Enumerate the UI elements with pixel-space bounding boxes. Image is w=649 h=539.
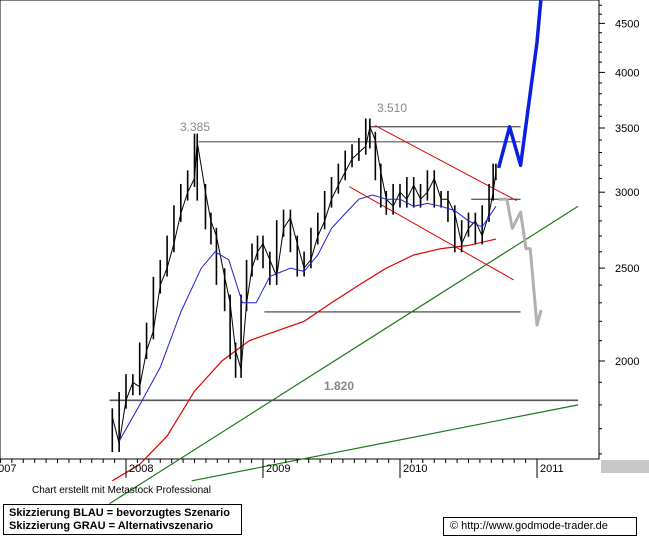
y-tick-label: 2500	[615, 263, 639, 275]
source-link[interactable]: © http://www.godmode-trader.de	[443, 517, 637, 536]
source-url: http://www.godmode-trader.de	[461, 520, 608, 532]
x-tick-label: 2009	[266, 463, 290, 475]
legend-gray: Skizzierung GRAU = Alternativszenario	[9, 520, 214, 532]
moving-average-red	[111, 238, 497, 482]
y-tick-label: 3000	[615, 187, 639, 199]
copyright-icon: ©	[450, 520, 459, 532]
x-tick-label: 2007	[0, 463, 16, 475]
scenario-gray-path	[498, 197, 543, 327]
axis-corner-gray	[601, 460, 649, 473]
channel-line-lower	[349, 186, 514, 281]
plot-frame	[0, 0, 600, 460]
x-axis: 2007 2008 2009 2010 2011	[0, 459, 564, 478]
price-series	[111, 118, 497, 453]
price-line	[111, 125, 497, 444]
x-tick-label: 2008	[129, 463, 153, 475]
y-axis: 2000 2500 3000 3500 4000 4500	[599, 4, 639, 455]
annotation-1820: 1.820	[324, 379, 354, 393]
x-tick-label: 2010	[403, 463, 427, 475]
y-tick-label: 4500	[615, 18, 639, 30]
legend-blue: Skizzierung BLAU = bevorzugtes Szenario	[9, 507, 230, 519]
y-tick-label: 3500	[615, 123, 639, 135]
chart-credit: Chart erstellt mit Metastock Professiona…	[32, 485, 211, 496]
annotation-3510: 3.510	[377, 101, 407, 115]
scenario-legend: Skizzierung BLAU = bevorzugtes Szenario …	[3, 504, 242, 535]
y-tick-label: 2000	[615, 356, 639, 368]
green-trendline-lower	[191, 404, 579, 482]
x-tick-label: 2011	[540, 463, 564, 475]
moving-average-blue	[118, 194, 497, 442]
scenario-blue-path	[496, 0, 543, 169]
green-trendline-upper	[109, 205, 579, 505]
y-tick-label: 4000	[615, 67, 639, 79]
annotation-3385: 3.385	[180, 120, 210, 134]
